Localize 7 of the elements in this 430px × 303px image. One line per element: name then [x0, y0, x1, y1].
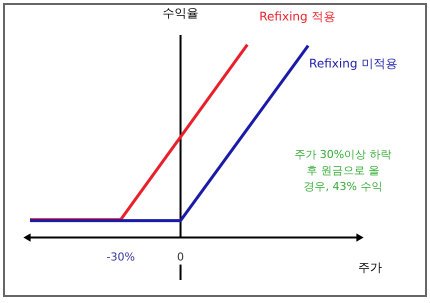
x-tick-label: 0 [177, 250, 184, 264]
y-axis-title: 수익율 [162, 6, 199, 20]
annotation: 주가 30%이상 하락 후 원금으로 올 경우, 43% 수익 [294, 148, 392, 193]
x-axis-title: 주가 [358, 260, 382, 275]
text: Refixing 적용 [259, 10, 336, 24]
x-tick-label: -30% [106, 250, 135, 264]
series-label: Refixing 미적용 [309, 56, 398, 71]
